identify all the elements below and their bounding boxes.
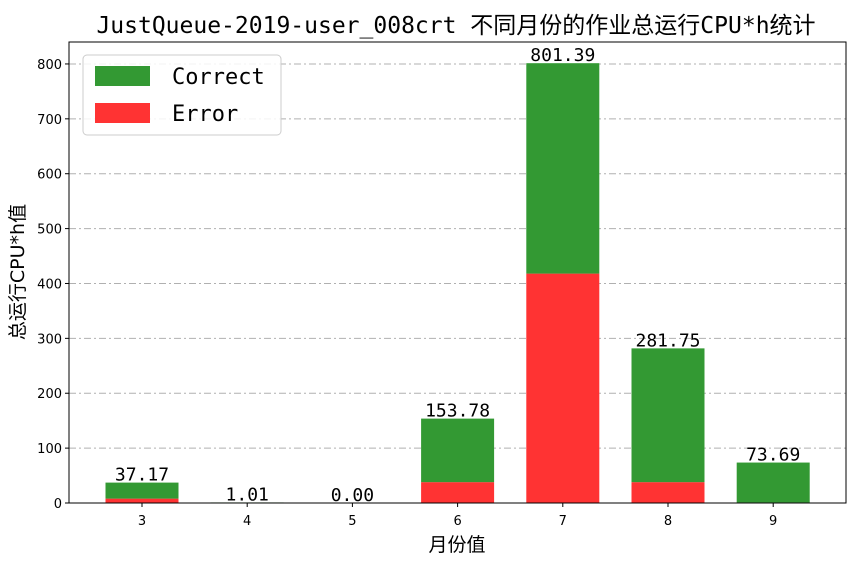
x-tick-label: 6 [453, 514, 461, 529]
bar-error-8 [631, 482, 705, 503]
bar-correct-9 [736, 462, 810, 503]
legend-label-correct: Correct [172, 65, 265, 90]
y-axis-label: 总运行CPU*h值 [7, 204, 29, 340]
y-tick-label: 800 [37, 58, 62, 73]
x-tick-label: 7 [559, 514, 567, 529]
x-tick-label: 4 [243, 514, 251, 529]
bar-total-label: 153.78 [425, 401, 490, 422]
x-tick-label: 3 [138, 514, 146, 529]
y-tick-label: 300 [37, 332, 62, 347]
bar-error-3 [105, 498, 179, 503]
bar-total-label: 73.69 [746, 445, 800, 466]
y-tick-label: 500 [37, 223, 62, 238]
x-tick-label: 5 [348, 514, 356, 529]
legend-label-error: Error [172, 102, 238, 127]
bar-error-7 [526, 273, 600, 503]
bar-correct-6 [421, 418, 495, 483]
bar-correct-8 [631, 348, 705, 483]
bars [105, 63, 810, 503]
y-tick-label: 200 [37, 387, 62, 402]
data-labels: 37.17 1.01 0.00 153.78 801.39 281.75 73.69 [115, 45, 800, 506]
bar-total-label: 1.01 [226, 484, 269, 505]
y-tick-label: 400 [37, 277, 62, 292]
grid-lines [69, 63, 846, 449]
bar-error-6 [421, 482, 495, 503]
y-tick-label: 600 [37, 168, 62, 183]
legend: Correct Error [82, 54, 282, 136]
bar-total-label: 37.17 [115, 465, 169, 486]
x-tick-label: 9 [769, 514, 777, 529]
legend-swatch-error [95, 103, 150, 123]
y-tick-label: 700 [37, 113, 62, 128]
bar-total-label: 801.39 [530, 45, 595, 66]
y-tick-label: 100 [37, 442, 62, 457]
x-axis-label: 月份值 [428, 534, 485, 556]
x-tick-label: 8 [664, 514, 672, 529]
bar-total-label: 0.00 [331, 485, 374, 506]
chart-title: JustQueue-2019-user_008crt 不同月份的作业总运行CPU… [96, 13, 815, 39]
bar-correct-3 [105, 482, 179, 499]
y-tick-label: 0 [54, 497, 62, 512]
axis-ticks: 0 100 200 300 400 500 600 700 800 3 4 5 6 7 8 9 [37, 58, 777, 529]
bar-total-label: 281.75 [635, 330, 700, 351]
bar-correct-7 [526, 63, 600, 274]
legend-swatch-correct [95, 66, 150, 86]
